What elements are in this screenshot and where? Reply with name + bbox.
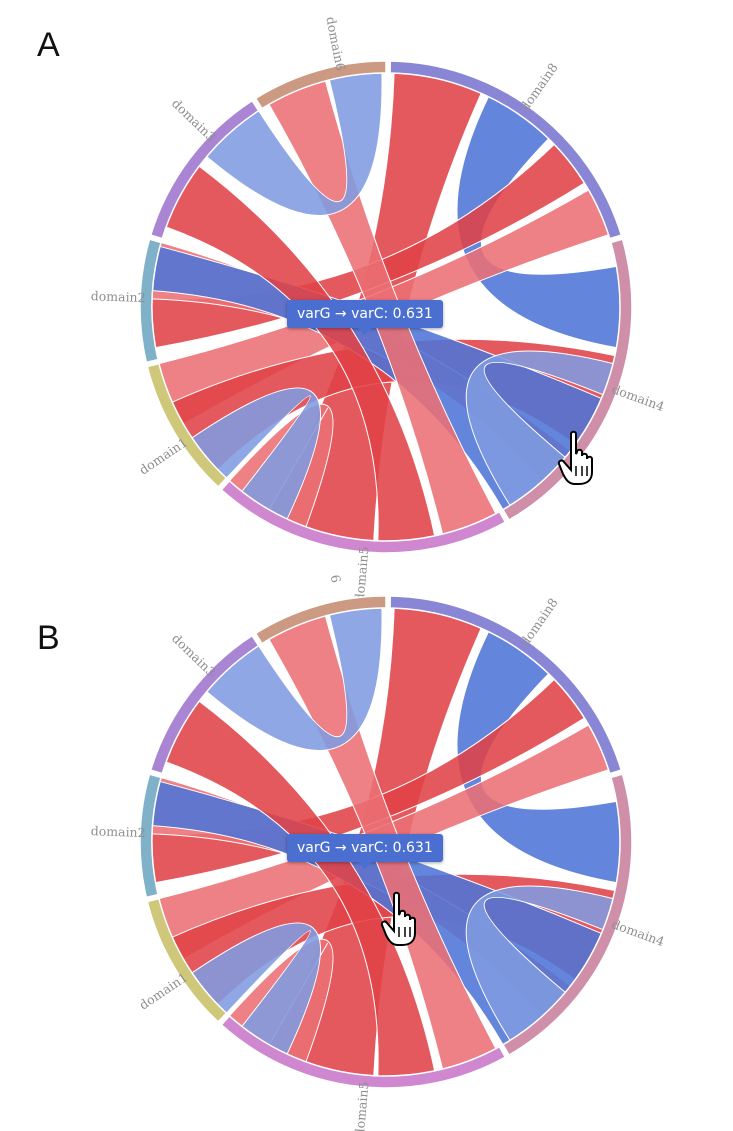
panel-letter-a: A [37, 26, 60, 64]
arc-domain4[interactable] [501, 773, 633, 1057]
tooltip-a: varG → varC: 0.631 [287, 300, 443, 335]
arc-domain4[interactable] [501, 238, 633, 522]
arc-domain6[interactable] [254, 60, 387, 110]
arc-domain2[interactable] [139, 773, 162, 899]
arc-domain3[interactable] [149, 99, 260, 240]
panel-letter-b: B [37, 619, 60, 657]
arc-domain6[interactable] [254, 595, 387, 645]
hand-pointer-icon [557, 430, 593, 485]
arc-domain8[interactable] [389, 60, 623, 240]
domain-label: domain5 [352, 1081, 372, 1131]
panel-a: A domain1 domain2 domain3 domain6 domain8 dom… [0, 0, 733, 601]
arc-domain5[interactable] [220, 479, 507, 554]
domain-label: domain6 [323, 15, 348, 72]
domain-label: domain1 [136, 434, 190, 477]
chord-diagram-a: domain1 domain2 domain3 domain6 domain8 domai… [91, 15, 667, 601]
domain-label: domain8 [517, 60, 561, 114]
domain-label: 6 [328, 573, 344, 584]
chord-diagram-b: domain1 domain2 domain3 6 domain8 domain4 doma… [91, 573, 667, 1131]
tooltip-b: varG → varC: 0.631 [287, 834, 443, 869]
domain-label: domain5 [352, 546, 372, 602]
arc-domain2[interactable] [139, 238, 162, 364]
domain-label: domain4 [610, 381, 667, 414]
arc-domain5[interactable] [220, 1014, 507, 1089]
domain-label: domain2 [91, 823, 146, 840]
domain-label: domain3 [169, 631, 219, 680]
arc-domain8[interactable] [389, 595, 623, 775]
arc-domain1[interactable] [146, 362, 228, 488]
domain-label: domain4 [610, 916, 667, 949]
arc-domain3[interactable] [149, 634, 260, 775]
panel-b: B domain1 domain2 domain3 6 domain8 domain4 do… [0, 535, 733, 1131]
domain-label: domain3 [169, 96, 219, 145]
domain-label: domain1 [136, 969, 190, 1012]
arc-domain1[interactable] [146, 897, 228, 1023]
hand-pointer-icon [380, 891, 416, 946]
domain-label: domain2 [91, 288, 146, 305]
domain-label: domain8 [517, 595, 561, 649]
